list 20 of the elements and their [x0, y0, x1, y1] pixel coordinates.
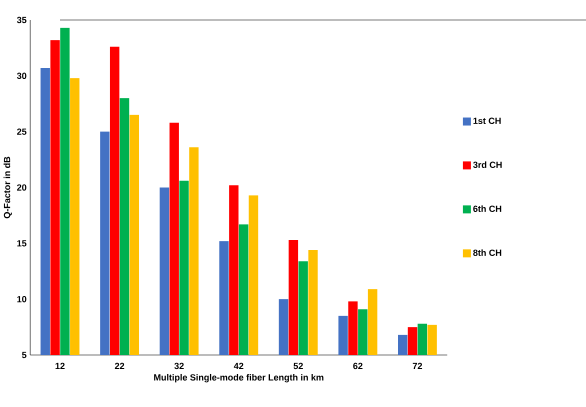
x-tick-label: 52	[294, 362, 303, 370]
legend-label: 1st CH	[473, 118, 501, 124]
x-tick-label: 62	[353, 362, 362, 370]
y-axis-title: Q-Factor in dB	[4, 156, 12, 218]
legend-label: 6th CH	[473, 205, 502, 212]
x-tick-label: 12	[56, 362, 65, 370]
y-tick-label: 35	[16, 16, 26, 24]
y-tick-label: 30	[16, 72, 26, 80]
y-tick-label: 25	[17, 128, 26, 135]
legend-label: 3rd CH	[473, 161, 502, 168]
x-axis-title: Multiple Single-mode fiber Length in km	[154, 374, 324, 382]
x-tick-label: 42	[234, 362, 244, 370]
x-tick-label: 22	[114, 362, 124, 370]
x-tick-label: 32	[174, 362, 184, 370]
legend-label: 8th CH	[473, 249, 502, 256]
x-tick-label: 72	[412, 362, 422, 370]
y-tick-label: 10	[17, 296, 26, 302]
y-tick-label: 5	[22, 352, 26, 358]
y-tick-label: 20	[17, 184, 26, 191]
y-tick-label: 15	[17, 240, 26, 246]
